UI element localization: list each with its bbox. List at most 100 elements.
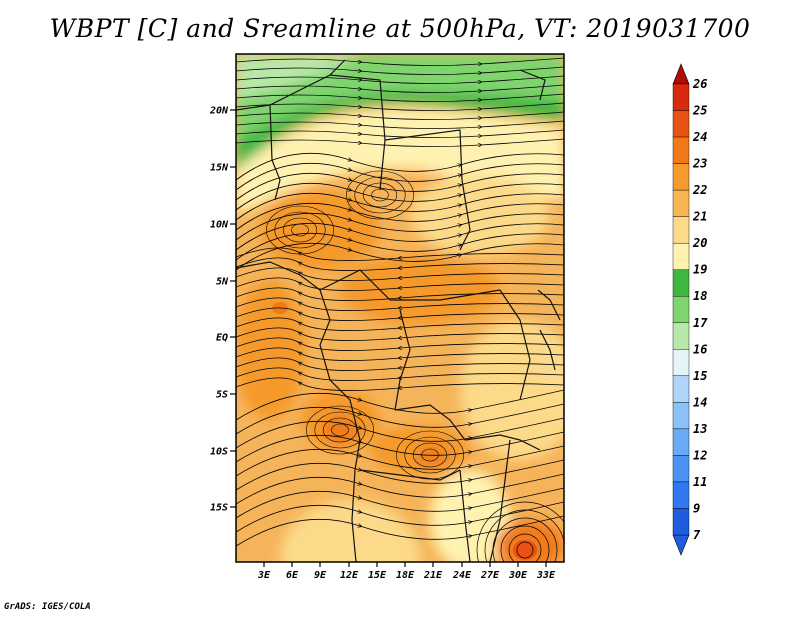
streamline (236, 267, 564, 281)
streamline (322, 417, 358, 443)
lon-label: 27E (480, 570, 500, 581)
streamlines (236, 57, 564, 562)
colorbar-box (672, 216, 690, 244)
colorbar-label: 7 (693, 528, 701, 542)
colorbar-label: 25 (692, 104, 707, 118)
streamline (484, 509, 564, 562)
streamline (331, 423, 349, 437)
streamline (516, 541, 534, 559)
colorbar-box (672, 163, 690, 191)
streamline (236, 337, 564, 351)
grads-credit: GrADS: IGES/COLA (4, 602, 91, 612)
lon-label: 15E (368, 570, 387, 581)
streamline (236, 257, 564, 271)
colorbar-box (672, 136, 690, 164)
streamline (412, 442, 448, 468)
plot-title: WBPT [C] and Sreamline at 500hPa, VT: 20… (49, 14, 751, 43)
streamline (236, 417, 564, 449)
lat-label: EQ (216, 333, 228, 344)
streamline (236, 66, 564, 75)
streamline (404, 436, 456, 474)
colorbar-label: 24 (692, 130, 707, 144)
lat-label: 10N (210, 220, 229, 231)
colorbar-box (672, 269, 690, 297)
streamline (236, 487, 564, 519)
streamline (274, 211, 326, 249)
streamline (354, 176, 406, 214)
colorbar-box (672, 189, 690, 217)
streamline (266, 205, 334, 255)
streamline (236, 459, 564, 491)
colorbar-box (672, 349, 690, 377)
streamline (282, 217, 318, 243)
colorbar-box (672, 322, 690, 350)
colorbar-box (672, 83, 690, 111)
colorbar-label: 26 (692, 77, 707, 91)
colorbar-label: 15 (693, 369, 707, 383)
lat-label: 20N (209, 106, 229, 117)
colorbar-label: 20 (692, 236, 707, 250)
colorbar-label: 19 (693, 263, 707, 277)
streamline (236, 357, 564, 371)
streamline (236, 501, 564, 533)
streamline (236, 93, 564, 102)
streamline (291, 223, 309, 237)
longitude-axis: 3E 6E 9E 12E 15E 18E 21E 24E 27E 30E 33E (257, 562, 556, 581)
streamline (500, 525, 550, 562)
streamline (236, 242, 564, 271)
streamline (236, 307, 564, 321)
streamline (236, 57, 564, 66)
streamline (236, 445, 564, 477)
streamline (236, 247, 564, 261)
streamline (236, 403, 564, 435)
colorbar-box (672, 242, 690, 270)
lon-label: 21E (423, 570, 443, 581)
colorbar-label: 17 (693, 316, 708, 330)
streamline (236, 367, 564, 381)
wbpt-shading (236, 54, 564, 562)
colorbar-box (672, 402, 690, 430)
colorbar: 26 25 24 23 22 21 20 19 18 17 16 15 14 13 12 11 9 7 (672, 63, 708, 556)
colorbar-label: 11 (693, 475, 707, 489)
streamline (236, 287, 564, 301)
colorbar-label: 9 (693, 501, 700, 515)
lon-label: 33E (536, 570, 556, 581)
streamline (236, 84, 564, 93)
lon-label: 24E (452, 570, 472, 581)
streamline (236, 389, 564, 421)
colorbar-label: 22 (692, 183, 707, 197)
streamline (236, 111, 564, 120)
streamline (236, 347, 564, 361)
streamline (236, 317, 564, 331)
streamline (236, 75, 564, 84)
colorbar-label: 23 (692, 157, 707, 171)
latitude-axis: 20N 15N 10N 5N EQ 5S 10S 15S (209, 106, 236, 514)
streamline (476, 501, 564, 562)
streamline (236, 297, 564, 311)
colorbar-box (672, 455, 690, 483)
lat-label: 5S (216, 390, 228, 401)
country-borders (236, 59, 561, 562)
colorbar-label: 12 (693, 448, 707, 462)
lon-label: 6E (286, 570, 299, 581)
streamline (236, 120, 564, 129)
colorbar-bottom-arrow (672, 534, 690, 556)
colorbar-label: 16 (693, 342, 707, 356)
lat-label: 10S (210, 447, 228, 458)
streamline (362, 182, 398, 208)
streamline (346, 170, 414, 220)
streamline (508, 533, 542, 562)
streamline (236, 431, 564, 463)
streamline (236, 473, 564, 505)
lon-label: 12E (340, 570, 359, 581)
colorbar-box (672, 110, 690, 138)
lat-label: 15N (210, 163, 229, 174)
colorbar-box (672, 481, 690, 509)
colorbar-box (672, 508, 690, 536)
lat-label: 15S (210, 503, 228, 514)
colorbar-box (672, 428, 690, 456)
streamline (306, 405, 374, 455)
streamline (236, 277, 564, 291)
lon-label: 9E (314, 570, 327, 581)
